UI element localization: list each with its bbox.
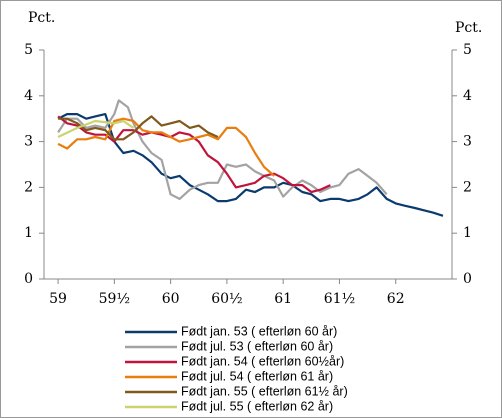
y-axis-label: Pct. [28, 10, 55, 26]
y2-tick-label: 2 [463, 179, 472, 195]
x-tick-label: 59½ [99, 291, 130, 307]
x-tick-label: 61½ [324, 291, 355, 307]
y-tick-label: 5 [24, 42, 33, 58]
y2-tick-label: 1 [463, 225, 472, 241]
y2-tick-label: 4 [463, 88, 472, 104]
x-tick-label: 62 [387, 291, 405, 307]
series-line [58, 115, 219, 141]
legend-label: Født jul. 54 ( efterløn 61 år) [181, 369, 333, 383]
y-tick-label: 1 [24, 225, 33, 241]
series-line [57, 99, 388, 200]
y-tick-label: 2 [24, 179, 33, 195]
y2-tick-label: 5 [463, 42, 472, 58]
legend-label: Født jul. 55 ( efterløn 62 år) [181, 399, 333, 413]
series-line [57, 119, 135, 138]
y2-axis-label: Pct. [455, 20, 482, 36]
y-tick-label: 3 [24, 134, 33, 150]
x-tick-label: 60½ [211, 291, 242, 307]
series-line [57, 117, 275, 177]
legend-label: Født jan. 53 ( efterløn 60 år) [181, 324, 337, 338]
y2-tick-label: 0 [463, 271, 472, 287]
y2-tick-label: 3 [463, 134, 472, 150]
y-tick-label: 0 [24, 271, 33, 287]
legend-label: Født jan. 55 ( efterløn 61½ år) [181, 384, 348, 398]
series-line [57, 113, 444, 217]
legend-label: Født jul. 53 ( efterløn 60 år) [181, 339, 333, 353]
y-tick-label: 4 [24, 88, 33, 104]
x-tick-label: 59 [49, 291, 67, 307]
legend-label: Født jan. 54 ( efterløn 60½år) [181, 354, 344, 368]
x-tick-label: 61 [274, 291, 292, 307]
x-tick-label: 60 [162, 291, 180, 307]
